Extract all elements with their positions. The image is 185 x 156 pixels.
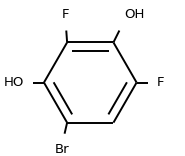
Text: HO: HO — [4, 76, 24, 89]
Text: OH: OH — [124, 8, 145, 21]
Text: F: F — [157, 76, 164, 89]
Text: F: F — [62, 8, 69, 21]
Text: Br: Br — [55, 143, 70, 156]
